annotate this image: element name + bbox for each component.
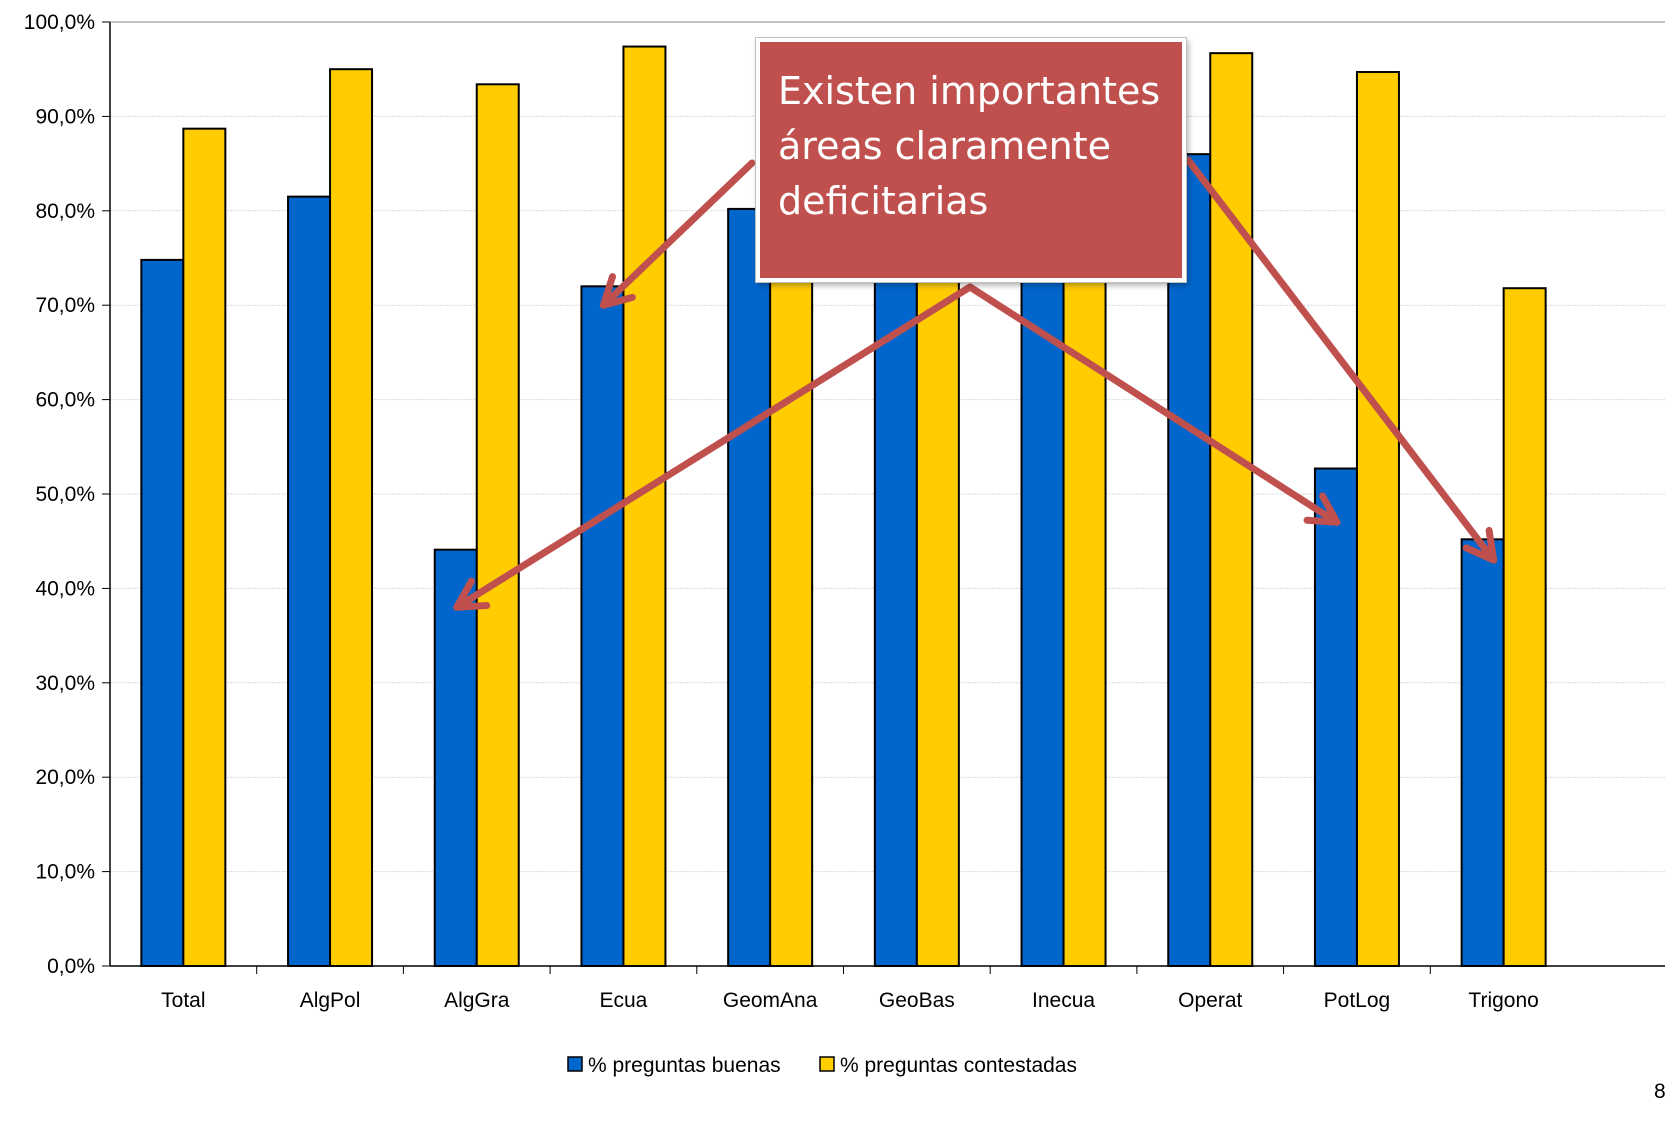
bar-buenas [727,207,772,968]
legend-label: % preguntas contestadas [840,1054,1077,1077]
y-tick-label: 60,0% [35,389,95,412]
bar-contestadas [1209,52,1254,968]
bar-buenas [1167,153,1212,968]
y-tick-label: 90,0% [35,105,95,128]
callout-line: áreas claramente [778,124,1112,168]
y-tick-label: 80,0% [35,200,95,223]
bar-buenas [873,280,918,968]
bar-contestadas [182,127,227,967]
y-tick-label: 50,0% [35,483,95,506]
x-tick-label: GeoBas [879,989,955,1012]
bar-contestadas [915,280,960,968]
bar-contestadas [1502,287,1547,967]
x-tick-label: Operat [1178,989,1242,1012]
bar-contestadas [475,83,520,967]
bar-contestadas [1355,71,1400,968]
page-number: 8 [1654,1080,1665,1103]
bar-buenas [140,258,185,967]
legend-label: % preguntas buenas [588,1054,781,1077]
bar-buenas [580,285,625,967]
callout-arrows [453,156,1498,611]
x-tick-label: AlgPol [300,989,361,1012]
y-tick-label: 20,0% [35,766,95,789]
annotation-arrow-line [599,159,756,309]
callout-line: deficitarias [778,179,989,223]
bar-buenas [1020,280,1065,968]
x-tick-label: GeomAna [723,989,818,1012]
y-tick-label: 100,0% [24,11,95,34]
bar-buenas [433,548,478,967]
axes [102,21,1665,974]
x-tick-label: PotLog [1324,989,1391,1012]
y-tick-label: 30,0% [35,672,95,695]
x-tick-labels: Total AlgPol AlgGra Ecua GeomAna GeoBas Inecua… [161,989,1539,1012]
legend-swatch [567,1056,583,1072]
bar-contestadas [1062,280,1107,968]
bar-buenas [1460,538,1505,967]
x-tick-label: Ecua [600,989,648,1012]
annotation-arrow-line [1184,156,1498,564]
annotation-arrow-head [599,273,636,309]
annotation-arrow-line [966,283,1341,526]
legend-swatch [819,1056,835,1072]
x-tick-label: Trigono [1468,989,1538,1012]
y-tick-label: 10,0% [35,861,95,884]
y-tick-label: 70,0% [35,294,95,317]
x-tick-label: AlgGra [444,989,510,1012]
callout-box: Existen importantes áreas claramente def… [756,38,1186,282]
callout-line: Existen importantes [778,69,1161,113]
x-tick-label: Total [161,989,205,1012]
bar-buenas [287,195,332,967]
y-tick-label: 40,0% [35,577,95,600]
annotation-arrow-head [453,577,491,611]
bar-contestadas [622,45,667,967]
bar-contestadas [329,68,374,967]
bar-buenas [1313,467,1358,967]
annotation-arrow-head [1462,526,1498,564]
annotation-arrow-head [1303,492,1341,526]
y-tick-label: 0,0% [47,955,95,978]
x-tick-label: Inecua [1032,989,1095,1012]
legend: % preguntas buenas % preguntas contestada… [567,1054,1077,1077]
y-tick-labels: 0,0% 10,0% 20,0% 30,0% 40,0% 50,0% 60,0% 70,0% 8… [24,11,95,978]
bar-contestadas [769,280,814,968]
annotation-arrow-line [453,283,974,611]
